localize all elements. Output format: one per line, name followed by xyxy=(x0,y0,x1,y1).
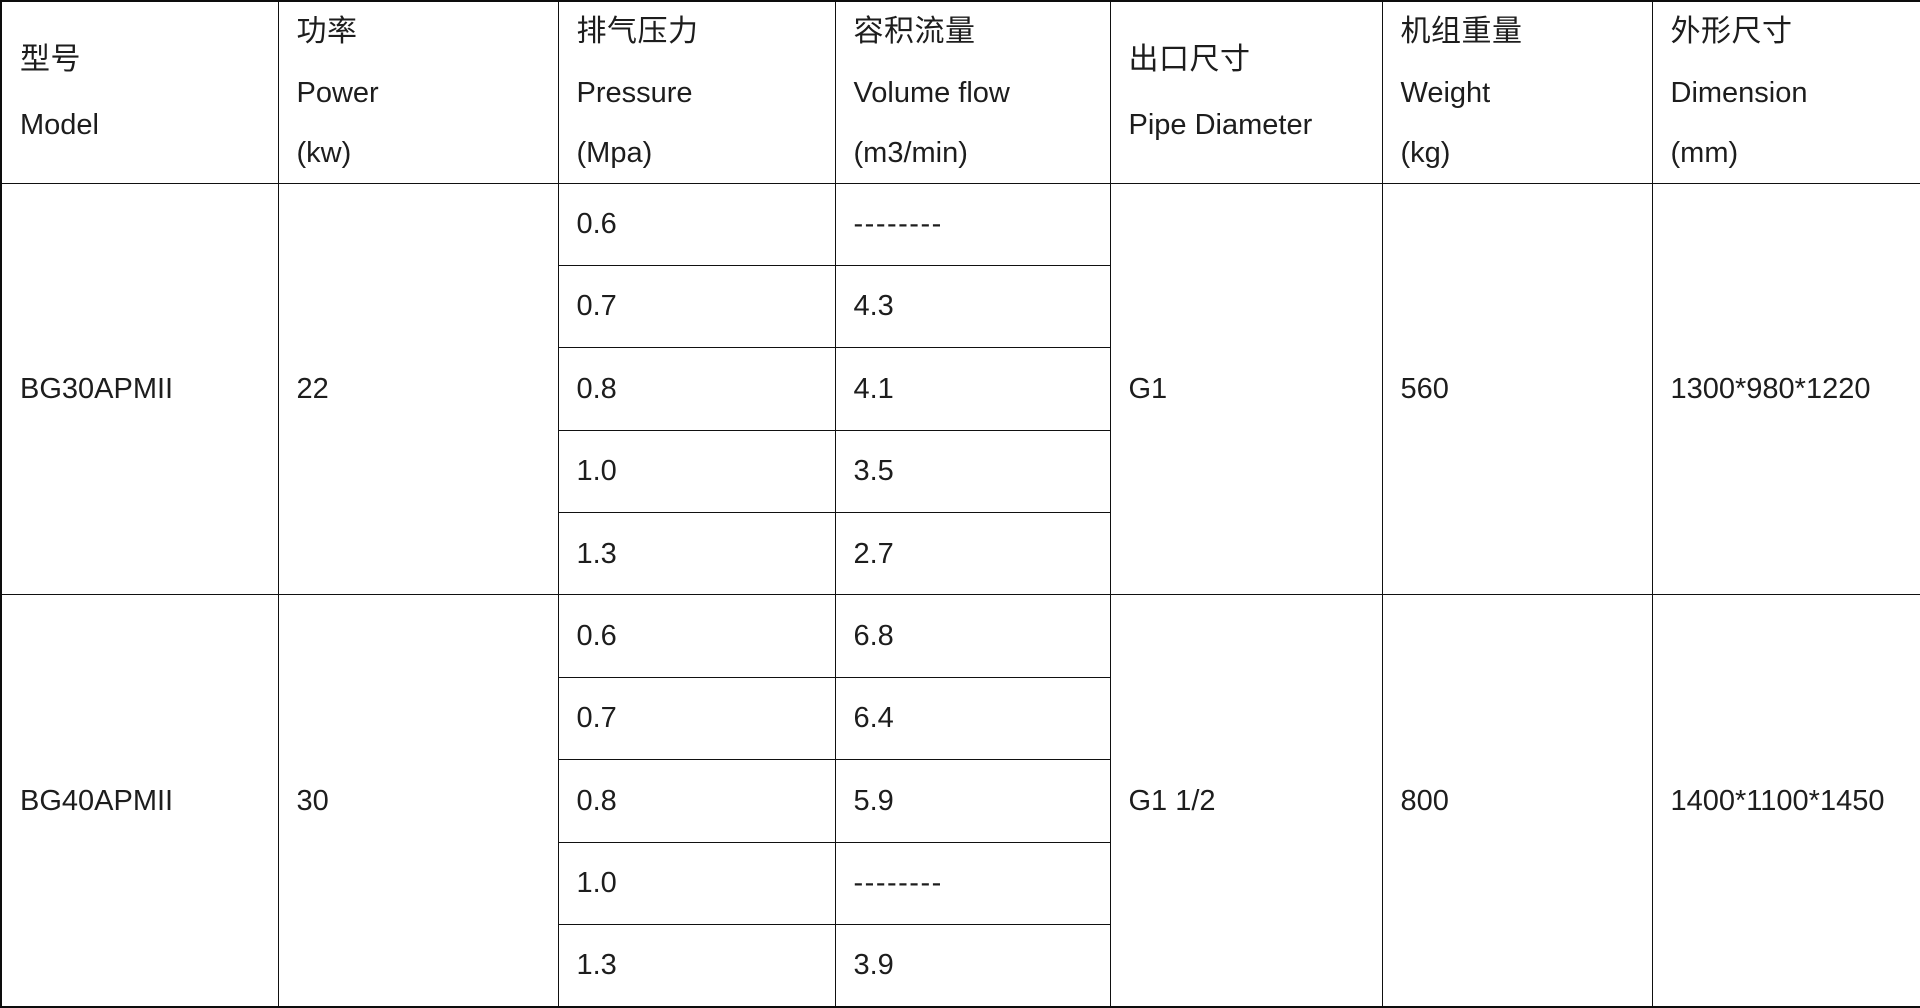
cell-pressure: 1.3 xyxy=(557,512,836,596)
cell-volume-flow: 5.9 xyxy=(834,759,1111,843)
cell-pipe-diameter: G1 1/2 xyxy=(1109,594,1383,1008)
table-row: BG40APMII 30 0.6 6.8 G1 1/2 800 1400*1100*1450 xyxy=(0,594,1920,1008)
column-header-pressure-cn: 排气压力 xyxy=(576,15,699,49)
cell-pressure: 1.0 xyxy=(557,841,836,926)
cell-pressure: 1.0 xyxy=(557,429,836,514)
no-data-placeholder: -------- xyxy=(853,208,943,241)
column-header-weight-en: Weight xyxy=(1400,76,1491,109)
cell-volume-flow: 6.4 xyxy=(834,676,1111,761)
column-header-pipe-diameter-en: Pipe Diameter xyxy=(1128,108,1313,141)
column-header-power-en: Power xyxy=(296,76,379,109)
table-row: 0.8 4.1 xyxy=(1,347,1920,431)
cell-volume-flow: -------- xyxy=(834,182,1111,266)
column-header-model-en: Model xyxy=(20,108,99,141)
column-header-weight: 机组重量 Weight (kg) xyxy=(1381,0,1653,184)
column-header-dimension-en: Dimension xyxy=(1670,76,1808,109)
cell-model: BG30APMII xyxy=(0,182,279,596)
cell-pressure: 0.8 xyxy=(557,759,836,843)
table-body: BG30APMII 22 0.6 -------- G1 560 1300*980*1220… xyxy=(0,182,1920,1008)
column-header-flow: 容积流量 Volume flow (m3/min) xyxy=(834,0,1111,184)
cell-volume-flow: 6.8 xyxy=(834,594,1111,678)
column-header-pressure-en: Pressure xyxy=(576,76,693,109)
cell-power: 30 xyxy=(277,594,559,1008)
table-row: 0.7 4.3 xyxy=(1,264,1920,349)
column-header-pressure-unit: (Mpa) xyxy=(576,137,653,170)
cell-pressure: 0.8 xyxy=(557,347,836,431)
cell-pressure: 0.7 xyxy=(557,264,836,349)
cell-pressure: 0.6 xyxy=(557,182,836,266)
cell-pressure: 0.6 xyxy=(557,594,836,678)
cell-weight: 800 xyxy=(1381,594,1653,1008)
table-header: 型号 Model 功率 Power (kw) 排气压力 Pressure (Mp… xyxy=(0,0,1920,184)
table-row: 1.3 3.9 xyxy=(1,924,1920,1008)
table-row: BG30APMII 22 0.6 -------- G1 560 1300*980*1220 xyxy=(0,182,1920,596)
table-row: 0.8 5.9 xyxy=(1,759,1920,843)
cell-pipe-diameter: G1 xyxy=(1109,182,1383,596)
column-header-pressure: 排气压力 Pressure (Mpa) xyxy=(557,0,836,184)
table-row: 0.7 6.4 xyxy=(1,676,1920,761)
no-data-placeholder: -------- xyxy=(853,867,943,900)
column-header-dimension-cn: 外形尺寸 xyxy=(1670,15,1793,49)
column-header-model: 型号 Model xyxy=(0,0,279,184)
column-header-power-cn: 功率 xyxy=(296,15,358,49)
column-header-flow-en: Volume flow xyxy=(853,76,1010,109)
cell-weight: 560 xyxy=(1381,182,1653,596)
column-header-weight-unit: (kg) xyxy=(1400,137,1451,170)
column-header-flow-unit: (m3/min) xyxy=(853,137,968,170)
table-row: 1.0 -------- xyxy=(1,841,1920,926)
column-header-flow-cn: 容积流量 xyxy=(853,15,976,49)
cell-volume-flow: 4.3 xyxy=(834,264,1111,349)
column-header-dimension: 外形尺寸 Dimension (mm) xyxy=(1651,0,1920,184)
cell-power: 22 xyxy=(277,182,559,596)
cell-model: BG40APMII xyxy=(0,594,279,1008)
column-header-power: 功率 Power (kw) xyxy=(277,0,559,184)
cell-pressure: 0.7 xyxy=(557,676,836,761)
column-header-power-unit: (kw) xyxy=(296,137,352,170)
table-row: 1.0 3.5 xyxy=(1,429,1920,514)
cell-volume-flow: 2.7 xyxy=(834,512,1111,596)
cell-pressure: 1.3 xyxy=(557,924,836,1008)
column-header-pipe-diameter: 出口尺寸 Pipe Diameter xyxy=(1109,0,1383,184)
cell-dimension: 1400*1100*1450 xyxy=(1651,594,1920,1008)
column-header-model-cn: 型号 xyxy=(20,43,81,77)
cell-volume-flow: 3.5 xyxy=(834,429,1111,514)
header-row: 型号 Model 功率 Power (kw) 排气压力 Pressure (Mp… xyxy=(0,0,1920,184)
cell-volume-flow: 4.1 xyxy=(834,347,1111,431)
column-header-weight-cn: 机组重量 xyxy=(1400,15,1523,49)
cell-dimension: 1300*980*1220 xyxy=(1651,182,1920,596)
table-row: 1.3 2.7 xyxy=(1,512,1920,596)
column-header-pipe-diameter-cn: 出口尺寸 xyxy=(1128,43,1251,77)
cell-volume-flow: -------- xyxy=(834,841,1111,926)
cell-volume-flow: 3.9 xyxy=(834,924,1111,1008)
column-header-dimension-unit: (mm) xyxy=(1670,137,1739,170)
